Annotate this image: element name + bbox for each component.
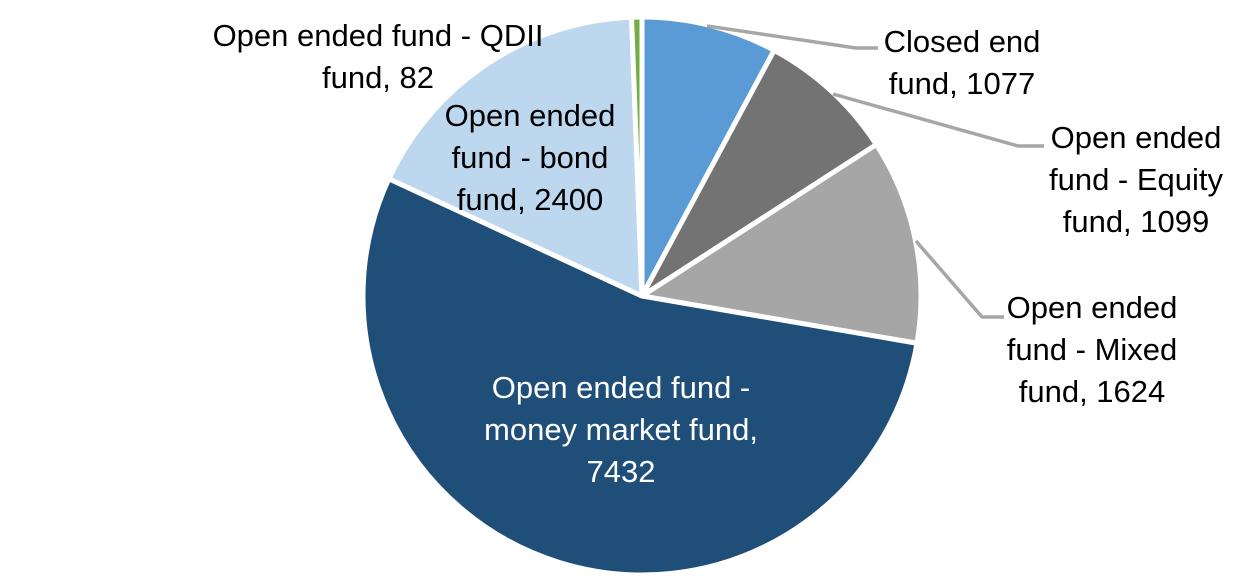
data-label-line: Open ended [1050, 120, 1222, 155]
data-label-line: Closed end [883, 24, 1041, 59]
data-label-line: fund, 82 [321, 60, 435, 95]
data-label-line: fund - Equity [1048, 162, 1224, 197]
data-label-line: fund, 1624 [1018, 374, 1166, 409]
pie-slice-3 [360, 176, 920, 578]
data-label-line: fund - Mixed [1006, 332, 1178, 367]
pie-slice-5 [629, 14, 645, 299]
pie-slice-4 [386, 14, 645, 299]
leader-line [706, 24, 878, 50]
leader-line [832, 92, 1044, 148]
data-label-money-market-fund: Open ended fund - money market fund, 743… [484, 367, 758, 493]
data-label-line: Open ended [1006, 290, 1178, 325]
data-label-equity-fund: Open ended fund - Equity fund, 1099 [1049, 117, 1223, 243]
data-label-mixed-fund: Open ended fund - Mixed fund, 1624 [1007, 287, 1178, 413]
pie-slice-2 [639, 142, 924, 346]
data-label-line: 7432 [586, 454, 656, 489]
data-label-line: Open ended [444, 98, 616, 133]
data-label-line: Open ended fund - [491, 370, 751, 405]
data-label-line: fund - bond [451, 140, 609, 175]
data-label-line: fund, 1099 [1062, 204, 1210, 239]
data-label-line: fund, 2400 [456, 182, 604, 217]
data-label-line: fund, 1077 [888, 66, 1036, 101]
pie-slice-1 [639, 47, 879, 299]
data-label-bond-fund: Open ended fund - bond fund, 2400 [445, 95, 616, 221]
data-label-closed-end-fund: Closed end fund, 1077 [884, 21, 1041, 105]
data-label-line: Open ended fund - QDII [212, 18, 544, 53]
leader-line [914, 239, 1004, 319]
data-label-qdii-fund: Open ended fund - QDII fund, 82 [213, 15, 544, 99]
data-label-line: money market fund, [484, 412, 758, 447]
